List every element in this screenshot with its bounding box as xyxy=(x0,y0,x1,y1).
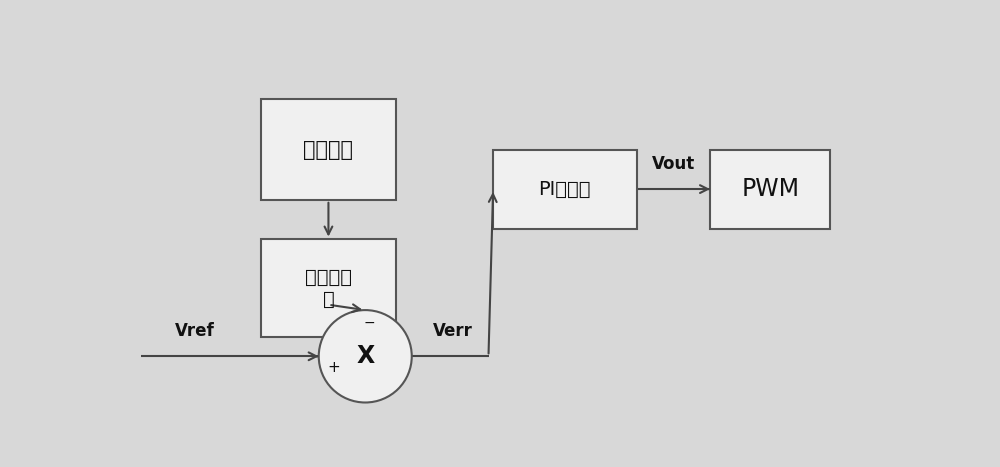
Text: −: − xyxy=(363,316,375,330)
Text: X: X xyxy=(356,344,374,368)
Text: PWM: PWM xyxy=(741,177,799,201)
Text: PI放大器: PI放大器 xyxy=(539,180,591,198)
Ellipse shape xyxy=(319,310,412,403)
Text: Vref: Vref xyxy=(175,322,215,340)
Text: +: + xyxy=(327,361,340,375)
FancyBboxPatch shape xyxy=(261,99,396,200)
Text: 采样模块: 采样模块 xyxy=(303,140,353,160)
Text: Verr: Verr xyxy=(432,322,472,340)
FancyBboxPatch shape xyxy=(710,149,830,229)
FancyBboxPatch shape xyxy=(493,149,637,229)
Text: Vout: Vout xyxy=(652,155,695,173)
Text: 比例放大
器: 比例放大 器 xyxy=(305,268,352,309)
FancyBboxPatch shape xyxy=(261,240,396,337)
